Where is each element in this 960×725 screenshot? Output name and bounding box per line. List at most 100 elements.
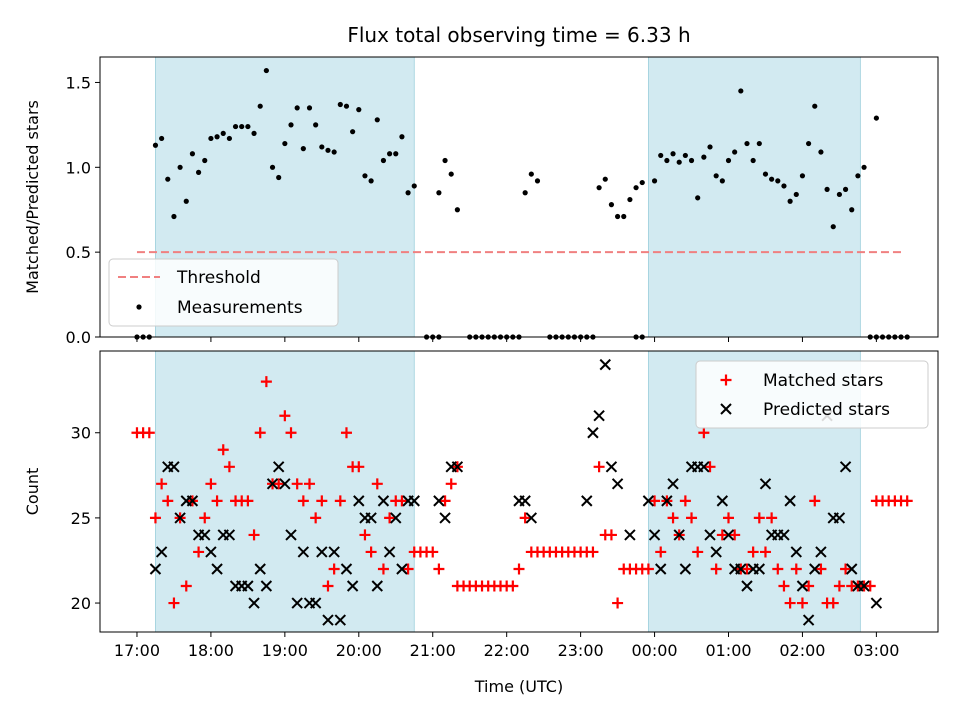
data-point [442, 157, 448, 164]
data-point [276, 174, 282, 181]
data-point [291, 478, 303, 490]
data-point [658, 152, 664, 159]
data-point [297, 495, 309, 507]
data-point [269, 164, 276, 170]
data-point [353, 495, 365, 507]
data-point [309, 597, 322, 609]
data-point [611, 478, 624, 490]
data-point [340, 563, 353, 575]
data-point [759, 478, 772, 490]
legend-box [108, 258, 339, 327]
data-point [815, 563, 827, 575]
data-point [830, 224, 836, 230]
data-point [356, 107, 362, 113]
data-point [679, 563, 692, 575]
chart-title: Flux total observing time = 6.33 h [347, 23, 690, 47]
data-point [266, 478, 279, 490]
data-point [790, 546, 802, 558]
data-point [812, 103, 818, 109]
data-point [649, 495, 661, 507]
x-tick-label: 18:00 [188, 641, 234, 660]
data-point [713, 173, 719, 179]
data-point [833, 512, 846, 524]
data-point [377, 563, 389, 575]
data-point [522, 190, 528, 196]
data-point [279, 478, 291, 490]
data-point [279, 410, 291, 422]
data-point [297, 546, 310, 558]
data-point [186, 495, 199, 507]
data-point [655, 546, 667, 558]
data-point [528, 171, 534, 177]
data-point [346, 580, 359, 592]
data-point [682, 152, 688, 159]
data-point [534, 178, 541, 184]
data-point [393, 151, 399, 157]
x-axis-label: Time (UTC) [474, 677, 563, 696]
data-point [384, 512, 396, 524]
data-point [306, 105, 313, 111]
data-point [316, 546, 328, 558]
data-point [245, 123, 251, 130]
data-point [627, 196, 633, 203]
data-point [380, 157, 387, 164]
data-point [840, 563, 852, 575]
x-tick-label: 17:00 [114, 641, 160, 660]
data-point [208, 135, 214, 142]
legend-swatch-measurements [136, 304, 142, 310]
data-point [756, 140, 762, 147]
data-point [371, 478, 383, 490]
y-tick-label: 0.5 [66, 243, 91, 262]
data-point [836, 191, 843, 198]
data-point [272, 461, 285, 473]
data-point [827, 597, 839, 609]
data-point [612, 597, 624, 609]
data-point [861, 164, 867, 170]
data-point [695, 195, 701, 201]
data-point [735, 563, 747, 575]
data-point [211, 495, 223, 507]
data-point [260, 580, 273, 592]
data-point [223, 461, 235, 473]
data-point [855, 173, 861, 179]
data-point [405, 190, 411, 196]
data-point [766, 512, 778, 524]
y-axis-label: Count [23, 468, 42, 516]
data-point [870, 597, 883, 609]
legend: Matched stars Predicted stars [695, 360, 929, 429]
data-point [251, 130, 257, 136]
data-point [775, 178, 781, 184]
data-point [716, 529, 728, 541]
data-point [156, 478, 168, 490]
data-point [901, 495, 913, 507]
data-point [226, 135, 232, 142]
data-point [772, 563, 784, 575]
data-point [608, 202, 615, 208]
data-point [365, 512, 377, 524]
data-point [439, 512, 451, 524]
data-point [199, 512, 211, 524]
y-tick-label: 1.0 [66, 158, 91, 177]
legend-label-threshold: Threshold [176, 268, 261, 288]
data-point [445, 478, 457, 490]
data-point [710, 546, 722, 558]
data-point [436, 190, 442, 196]
data-point [387, 151, 393, 157]
data-point [596, 185, 602, 191]
data-point [833, 580, 845, 592]
data-point [802, 614, 815, 626]
data-point [796, 597, 808, 609]
data-point [639, 179, 645, 186]
plot-frame [99, 350, 939, 633]
data-point [753, 512, 765, 524]
data-point [433, 495, 445, 507]
data-point [602, 176, 608, 182]
data-point [778, 529, 790, 541]
data-point [809, 495, 821, 507]
data-point [248, 597, 260, 609]
data-point [374, 117, 380, 123]
data-point [719, 178, 725, 184]
data-point [799, 173, 806, 179]
data-point [667, 512, 679, 524]
data-point [655, 563, 667, 575]
